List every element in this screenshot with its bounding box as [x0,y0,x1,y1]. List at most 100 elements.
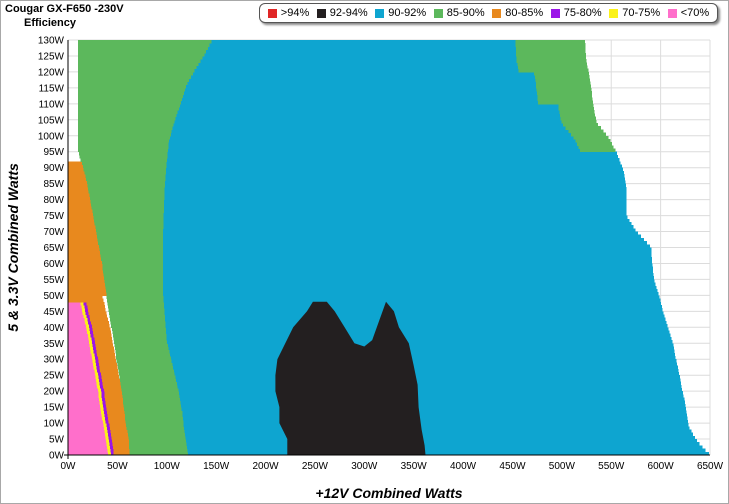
y-tick-label: 60W [43,259,64,270]
region-80-85 [68,196,90,201]
region-90-92 [162,241,647,245]
region-below-70 [68,327,87,331]
y-tick-label: 55W [43,275,64,286]
y-tick-label: 15W [43,403,64,414]
legend-item: >94% [267,7,309,19]
region-85-90-right [536,84,591,89]
region-90-92 [176,378,681,383]
y-tick-label: 125W [38,51,65,62]
region-80-85 [68,209,93,213]
region-below-70 [68,311,83,316]
region-90-92 [167,151,617,156]
region-85-90-right [516,59,587,63]
region-80-85 [68,234,98,239]
region-90-92 [163,212,627,217]
region-90-92 [173,368,679,373]
region-90-92 [186,84,591,89]
region-below-70 [68,429,105,434]
region-below-70 [68,308,82,312]
region-90-92 [181,407,687,411]
legend-item: 90-92% [375,7,426,19]
region-90-92 [179,394,684,399]
x-tick-label: 600W [648,461,675,472]
region-85-90-right [561,119,597,124]
region-90-92 [163,231,638,236]
region-below-70 [68,320,86,325]
region-90-92 [163,225,634,229]
y-tick-label: 45W [43,307,64,318]
region-90-92 [188,451,709,456]
region-below-70 [68,365,94,370]
legend-label: 85-90% [446,7,485,19]
x-tick-label: 500W [549,461,576,472]
region-90-92 [165,324,668,328]
y-tick-label: 130W [38,36,65,47]
region-85-90-right [578,145,614,150]
region-85-90-right [580,148,616,153]
region-below-70 [68,352,92,357]
y-tick-label: 110W [39,99,65,110]
region-90-92 [166,336,672,341]
region-90-92 [166,164,622,169]
region-below-70 [68,400,100,405]
region-below-70 [68,324,86,328]
region-90-92 [166,167,623,172]
region-90-92 [181,100,593,105]
region-90-92 [163,218,630,223]
region-90-92 [167,343,674,347]
legend-swatch [433,8,443,18]
x-tick-label: 200W [252,461,279,472]
region-90-92 [184,91,592,95]
region-below-70 [68,391,99,395]
region-below-70 [68,314,84,319]
region-90-92 [173,123,599,127]
region-below-70 [68,413,102,418]
region-90-92 [168,145,614,150]
region-80-85 [68,167,84,172]
legend-swatch [550,8,560,18]
y-axis-title: 5 & 3.3V Combined Watts [5,163,21,332]
region-90-92 [163,215,628,220]
y-tick-label: 5W [49,435,65,446]
region-85-90-right [568,129,604,134]
region-below-70 [68,394,99,399]
region-80-85 [68,241,99,245]
region-80-85 [68,260,102,264]
region-80-85 [68,292,107,296]
region-90-92 [186,445,703,450]
region-below-70 [68,349,91,354]
region-85-90-right [570,132,606,137]
region-90-92 [165,317,666,322]
region-90-92 [169,138,611,143]
region-90-92 [167,340,673,344]
region-90-92 [183,419,689,424]
y-tick-label: 100W [38,131,65,142]
y-tick-label: 85W [43,179,64,190]
region-90-92 [209,43,586,47]
region-80-85 [68,231,97,236]
region-below-70 [68,343,90,347]
region-90-92 [178,391,683,395]
region-80-85 [68,244,99,248]
region-90-92 [163,221,632,226]
region-below-70 [68,346,91,351]
region-below-70 [68,445,108,450]
region-below-70 [68,432,106,437]
region-85-90-right [537,97,593,102]
region-90-92 [184,429,692,434]
region-90-92 [163,295,660,300]
region-below-70 [68,407,101,411]
region-90-92 [162,289,658,293]
region-90-92 [171,129,604,134]
region-90-92 [162,273,654,277]
region-90-92 [183,423,689,427]
y-tick-label: 25W [43,371,64,382]
region-90-92 [166,158,620,162]
chart-title: Cougar GX-F650 -230V [5,3,124,15]
region-80-85 [68,266,103,271]
region-90-92 [168,346,674,351]
region-80-85 [68,170,85,175]
region-80-85 [68,177,87,181]
region-90-92 [165,327,669,331]
